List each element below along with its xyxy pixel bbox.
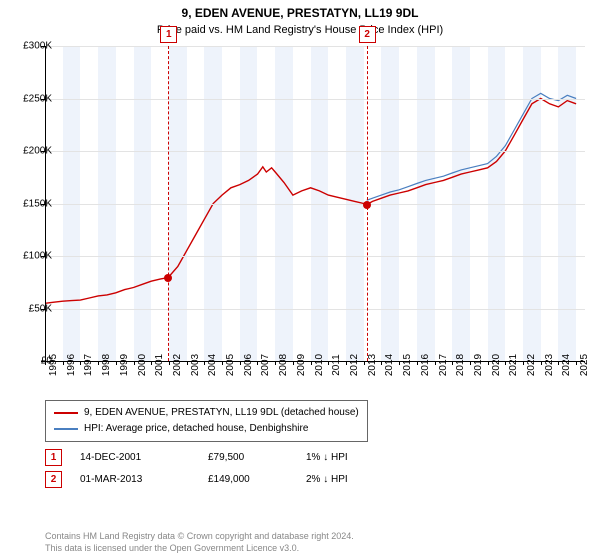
transaction-index-box: 1: [45, 449, 62, 466]
footer-attribution: Contains HM Land Registry data © Crown c…: [45, 530, 354, 554]
transaction-delta: 1% ↓ HPI: [306, 452, 426, 463]
x-axis-label: 2016: [420, 354, 431, 376]
plot-area: 12: [45, 46, 585, 361]
x-axis-label: 2015: [402, 354, 413, 376]
legend-box: 9, EDEN AVENUE, PRESTATYN, LL19 9DL (det…: [45, 400, 368, 442]
series-line: [367, 93, 576, 200]
x-axis-label: 2025: [579, 354, 590, 376]
y-axis-label: £250K: [23, 93, 52, 104]
x-axis-label: 2014: [384, 354, 395, 376]
x-axis-label: 2004: [207, 354, 218, 376]
x-axis-label: 2008: [278, 354, 289, 376]
x-axis-label: 1999: [119, 354, 130, 376]
transaction-delta: 2% ↓ HPI: [306, 474, 426, 485]
gridline-h: [45, 99, 585, 100]
transaction-point: [164, 274, 172, 282]
footer-line-1: Contains HM Land Registry data © Crown c…: [45, 530, 354, 542]
y-axis-label: £150K: [23, 198, 52, 209]
x-axis-label: 2011: [331, 354, 342, 376]
gridline-h: [45, 204, 585, 205]
transactions-table: 1 14-DEC-2001 £79,500 1% ↓ HPI 2 01-MAR-2013 £…: [45, 446, 426, 490]
x-axis-label: 2001: [154, 354, 165, 376]
y-axis-label: £200K: [23, 146, 52, 157]
legend-label: HPI: Average price, detached house, Denb…: [84, 421, 308, 437]
legend-swatch: [54, 412, 78, 414]
transaction-row: 2 01-MAR-2013 £149,000 2% ↓ HPI: [45, 468, 426, 490]
transaction-point: [363, 201, 371, 209]
chart-title: 9, EDEN AVENUE, PRESTATYN, LL19 9DL: [0, 0, 600, 20]
legend-swatch: [54, 428, 78, 430]
x-axis-label: 2021: [508, 354, 519, 376]
transaction-index-box: 2: [45, 471, 62, 488]
gridline-h: [45, 46, 585, 47]
x-axis-label: 2012: [349, 354, 360, 376]
x-axis-label: 2006: [243, 354, 254, 376]
x-axis-label: 2024: [561, 354, 572, 376]
y-axis-label: £50K: [29, 303, 52, 314]
x-axis-label: 2013: [367, 354, 378, 376]
gridline-h: [45, 309, 585, 310]
x-axis-label: 2022: [526, 354, 537, 376]
transaction-marker-line: [168, 46, 169, 361]
x-axis-label: 2000: [137, 354, 148, 376]
x-axis-label: 2002: [172, 354, 183, 376]
x-axis-label: 1996: [66, 354, 77, 376]
x-axis-label: 2005: [225, 354, 236, 376]
x-axis-label: 2019: [473, 354, 484, 376]
chart-subtitle: Price paid vs. HM Land Registry's House …: [0, 20, 600, 36]
chart-container: 9, EDEN AVENUE, PRESTATYN, LL19 9DL Pric…: [0, 0, 600, 560]
transaction-date: 14-DEC-2001: [80, 452, 190, 463]
legend-item: HPI: Average price, detached house, Denb…: [54, 421, 359, 437]
x-axis-label: 1997: [83, 354, 94, 376]
transaction-marker-box: 2: [359, 26, 376, 43]
x-axis-label: 2018: [455, 354, 466, 376]
transaction-price: £79,500: [208, 452, 288, 463]
x-axis-label: 2003: [190, 354, 201, 376]
x-axis-label: 2010: [314, 354, 325, 376]
y-axis-label: £100K: [23, 251, 52, 262]
legend-item: 9, EDEN AVENUE, PRESTATYN, LL19 9DL (det…: [54, 405, 359, 421]
transaction-marker-box: 1: [160, 26, 177, 43]
transaction-date: 01-MAR-2013: [80, 474, 190, 485]
transaction-row: 1 14-DEC-2001 £79,500 1% ↓ HPI: [45, 446, 426, 468]
x-axis-label: 1995: [48, 354, 59, 376]
x-axis-label: 2023: [544, 354, 555, 376]
legend-label: 9, EDEN AVENUE, PRESTATYN, LL19 9DL (det…: [84, 405, 359, 421]
transaction-price: £149,000: [208, 474, 288, 485]
x-axis-label: 1998: [101, 354, 112, 376]
x-axis-label: 2017: [438, 354, 449, 376]
x-axis-label: 2007: [260, 354, 271, 376]
y-axis-label: £300K: [23, 41, 52, 52]
x-axis-label: 2009: [296, 354, 307, 376]
gridline-h: [45, 151, 585, 152]
footer-line-2: This data is licensed under the Open Gov…: [45, 542, 354, 554]
gridline-h: [45, 256, 585, 257]
series-line: [45, 99, 576, 304]
x-axis-label: 2020: [491, 354, 502, 376]
